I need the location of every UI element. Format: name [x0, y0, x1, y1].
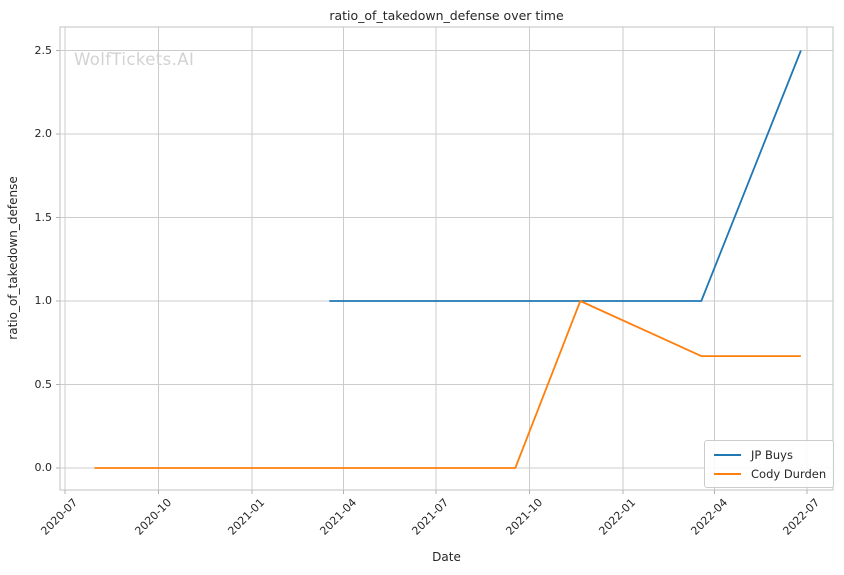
y-tick-label: 1.5 [34, 210, 53, 224]
y-tick-label: 0.5 [34, 377, 53, 391]
legend-line-icon [714, 453, 741, 456]
y-axis-label: ratio_of_takedown_defense [6, 176, 20, 340]
legend-label: JP Buys [751, 447, 793, 462]
series-line-jp-buys [329, 50, 802, 302]
y-tick-label: 2.0 [34, 127, 53, 140]
chart-title: ratio_of_takedown_defense over time [329, 8, 564, 23]
series-line-cody-durden [94, 300, 801, 469]
y-tick-label: 2.5 [34, 43, 53, 57]
legend-item-jp-buys: JP Buys [714, 447, 825, 462]
legend-line-icon [714, 472, 741, 475]
watermark: WolfTickets.AI [74, 50, 195, 69]
legend: JP Buys Cody Durden [704, 440, 834, 488]
y-tick-label: 0.0 [34, 461, 53, 474]
y-tick-label: 1.0 [34, 294, 53, 307]
legend-item-cody-durden: Cody Durden [714, 466, 827, 481]
x-axis-label: Date [432, 550, 461, 564]
legend-label: Cody Durden [751, 466, 827, 481]
